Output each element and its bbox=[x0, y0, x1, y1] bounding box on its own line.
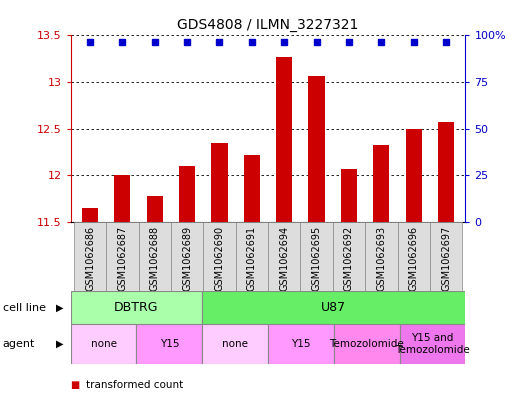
Text: cell line: cell line bbox=[3, 303, 46, 312]
Bar bbox=[139, 222, 171, 291]
Text: ■: ■ bbox=[71, 380, 80, 390]
Title: GDS4808 / ILMN_3227321: GDS4808 / ILMN_3227321 bbox=[177, 18, 359, 31]
Bar bbox=[268, 324, 334, 364]
Bar bbox=[300, 222, 333, 291]
Bar bbox=[400, 324, 465, 364]
Text: ▶: ▶ bbox=[56, 303, 64, 312]
Bar bbox=[268, 222, 300, 291]
Bar bbox=[146, 196, 163, 222]
Text: Y15 and
Temozolomide: Y15 and Temozolomide bbox=[395, 333, 470, 354]
Bar bbox=[74, 222, 106, 291]
Text: GSM1062694: GSM1062694 bbox=[279, 226, 289, 290]
Bar bbox=[333, 222, 365, 291]
Bar bbox=[309, 75, 325, 222]
Text: Temozolomide: Temozolomide bbox=[329, 339, 404, 349]
Bar bbox=[397, 222, 430, 291]
Text: GSM1062691: GSM1062691 bbox=[247, 226, 257, 290]
Bar bbox=[71, 324, 137, 364]
Bar bbox=[334, 324, 400, 364]
Bar bbox=[171, 222, 203, 291]
Text: GSM1062693: GSM1062693 bbox=[377, 226, 386, 290]
Text: agent: agent bbox=[3, 339, 35, 349]
Bar bbox=[137, 324, 202, 364]
Bar bbox=[244, 155, 260, 222]
Text: DBTRG: DBTRG bbox=[114, 301, 158, 314]
Bar bbox=[373, 145, 390, 222]
Bar bbox=[179, 166, 195, 222]
Text: GSM1062686: GSM1062686 bbox=[85, 226, 95, 290]
Text: transformed count: transformed count bbox=[86, 380, 184, 390]
Bar bbox=[276, 57, 292, 222]
Text: none: none bbox=[90, 339, 117, 349]
Text: GSM1062690: GSM1062690 bbox=[214, 226, 224, 290]
Bar bbox=[202, 291, 465, 324]
Text: GSM1062692: GSM1062692 bbox=[344, 226, 354, 291]
Bar bbox=[365, 222, 397, 291]
Text: GSM1062696: GSM1062696 bbox=[408, 226, 419, 290]
Text: GSM1062697: GSM1062697 bbox=[441, 226, 451, 291]
Bar bbox=[202, 324, 268, 364]
Bar bbox=[438, 122, 454, 222]
Text: ▶: ▶ bbox=[56, 339, 64, 349]
Bar bbox=[406, 129, 422, 222]
Bar bbox=[341, 169, 357, 222]
Bar bbox=[430, 222, 462, 291]
Text: GSM1062689: GSM1062689 bbox=[182, 226, 192, 290]
Bar bbox=[203, 222, 236, 291]
Text: U87: U87 bbox=[321, 301, 346, 314]
Text: Y15: Y15 bbox=[160, 339, 179, 349]
Bar bbox=[115, 175, 130, 222]
Bar bbox=[236, 222, 268, 291]
Text: GSM1062695: GSM1062695 bbox=[312, 226, 322, 291]
Bar bbox=[82, 208, 98, 222]
Text: GSM1062687: GSM1062687 bbox=[117, 226, 128, 291]
Text: Y15: Y15 bbox=[291, 339, 311, 349]
Bar bbox=[106, 222, 139, 291]
Text: GSM1062688: GSM1062688 bbox=[150, 226, 160, 290]
Text: none: none bbox=[222, 339, 248, 349]
Bar bbox=[71, 291, 202, 324]
Bar bbox=[211, 143, 228, 222]
